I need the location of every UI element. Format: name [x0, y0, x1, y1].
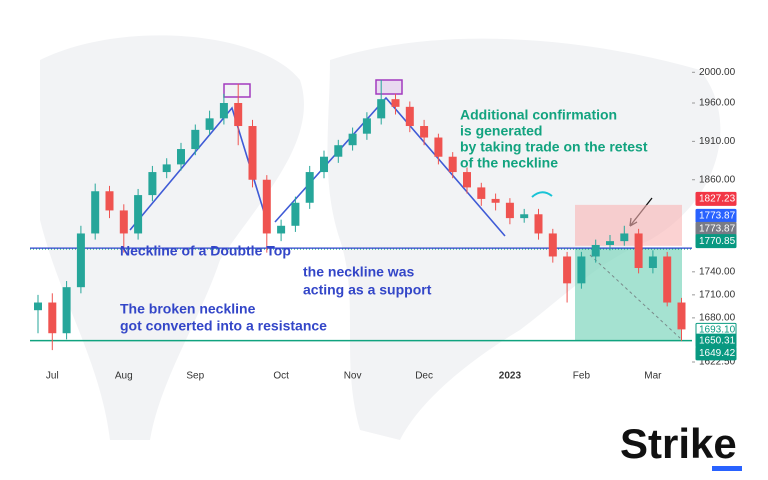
peak-box: [223, 83, 251, 98]
y-tick-label: 1860.00: [699, 174, 736, 185]
candle-body: [219, 102, 228, 119]
price-tag-label: 1773.87: [699, 210, 736, 221]
dashed-path: [589, 254, 681, 339]
candle-body: [520, 214, 529, 219]
candle-body: [248, 126, 257, 180]
stop-zone: [575, 204, 682, 246]
price-tag-label: 1649.42: [699, 348, 736, 359]
logo-accent: [712, 466, 742, 471]
candle-body: [91, 191, 100, 234]
price-tag-label: 1770.85: [699, 236, 736, 247]
candle-body: [663, 256, 672, 303]
candle-body: [563, 256, 572, 284]
candle-body: [505, 202, 514, 219]
candle-body: [620, 233, 629, 242]
annotation: by taking trade on the retest: [460, 139, 648, 155]
x-tick-label: Feb: [573, 371, 591, 382]
y-tick-label: 1622.50: [699, 357, 736, 368]
candle-body: [477, 187, 486, 199]
y-tick-label: 1710.00: [699, 289, 736, 300]
candle-body: [377, 99, 386, 119]
candle-body: [534, 214, 543, 234]
peak-box: [375, 79, 403, 95]
candle-body: [362, 118, 371, 134]
candle-body: [262, 179, 271, 234]
candle-body: [434, 137, 443, 157]
x-tick-label: Dec: [415, 371, 433, 382]
x-tick-label: Aug: [115, 371, 133, 382]
price-tag: [695, 234, 737, 249]
x-tick-label: Oct: [273, 371, 289, 382]
price-tag-label: 1650.31: [699, 335, 736, 346]
annotation: Neckline of a Doubtle Top: [120, 243, 291, 259]
candle-body: [334, 145, 343, 157]
candle-body: [234, 102, 243, 127]
x-tick-label: Sep: [186, 371, 204, 382]
x-tick-label: 2023: [499, 371, 522, 382]
annotation: the neckline was: [303, 264, 414, 280]
price-tag: [695, 346, 737, 361]
candle-body: [491, 198, 500, 203]
candle-body: [162, 164, 171, 173]
candle-body: [277, 225, 286, 234]
annotation: got converted into a resistance: [120, 318, 327, 334]
candle-body: [648, 256, 657, 268]
y-tick-label: 1910.00: [699, 136, 736, 147]
candle-body: [448, 156, 457, 173]
candle-body: [391, 99, 400, 107]
annotation: Additional confirmation: [460, 107, 617, 123]
candle-body: [305, 172, 314, 203]
annotation: is generated: [460, 123, 542, 139]
candle-body: [463, 172, 471, 188]
candle-body: [205, 118, 214, 130]
candle-body: [320, 156, 328, 173]
candle-body: [606, 241, 614, 245]
y-tick-label: 1960.00: [699, 98, 736, 109]
y-tick-label: 1740.00: [699, 266, 736, 277]
candle-body: [48, 302, 57, 334]
candle-body: [634, 233, 643, 268]
plot: 2000.00 1960.00 1910.00 1860.00 1740.00 1710.…: [30, 67, 737, 382]
x-tick-label: Jul: [46, 371, 59, 382]
candle-body: [677, 302, 686, 330]
x-tick-label: Nov: [344, 371, 362, 382]
price-tag-label: 1773.87: [699, 223, 736, 234]
candle-body: [577, 256, 586, 284]
retest-mark: [531, 191, 553, 198]
candle-body: [420, 126, 429, 138]
price-tag-label: 1827.23: [699, 194, 736, 205]
candle-body: [76, 233, 85, 288]
candle-body: [591, 244, 600, 257]
candle-body: [105, 191, 114, 211]
x-tick-label: Mar: [644, 371, 662, 382]
candle-body: [291, 202, 300, 226]
candle-body: [348, 133, 357, 146]
candle-body: [148, 172, 157, 196]
candle-body: [191, 129, 200, 150]
candle-body: [177, 149, 185, 165]
annotation: of the neckline: [460, 155, 558, 171]
candle-body: [119, 210, 128, 234]
candle-body: [134, 195, 143, 234]
candle-body: [405, 106, 414, 127]
price-tag-label: 1693.10: [699, 324, 736, 335]
y-tick-label: 1680.00: [699, 313, 736, 324]
candle-body: [62, 287, 71, 334]
annotation: The broken neckline: [120, 301, 256, 317]
candle-body: [548, 233, 557, 257]
annotation: acting as a support: [303, 282, 432, 298]
y-tick-label: 2000.00: [699, 67, 736, 78]
price-tag: [695, 191, 737, 206]
logo: Strike: [620, 420, 737, 467]
pattern-line: [129, 106, 269, 231]
candle-body: [34, 302, 42, 311]
